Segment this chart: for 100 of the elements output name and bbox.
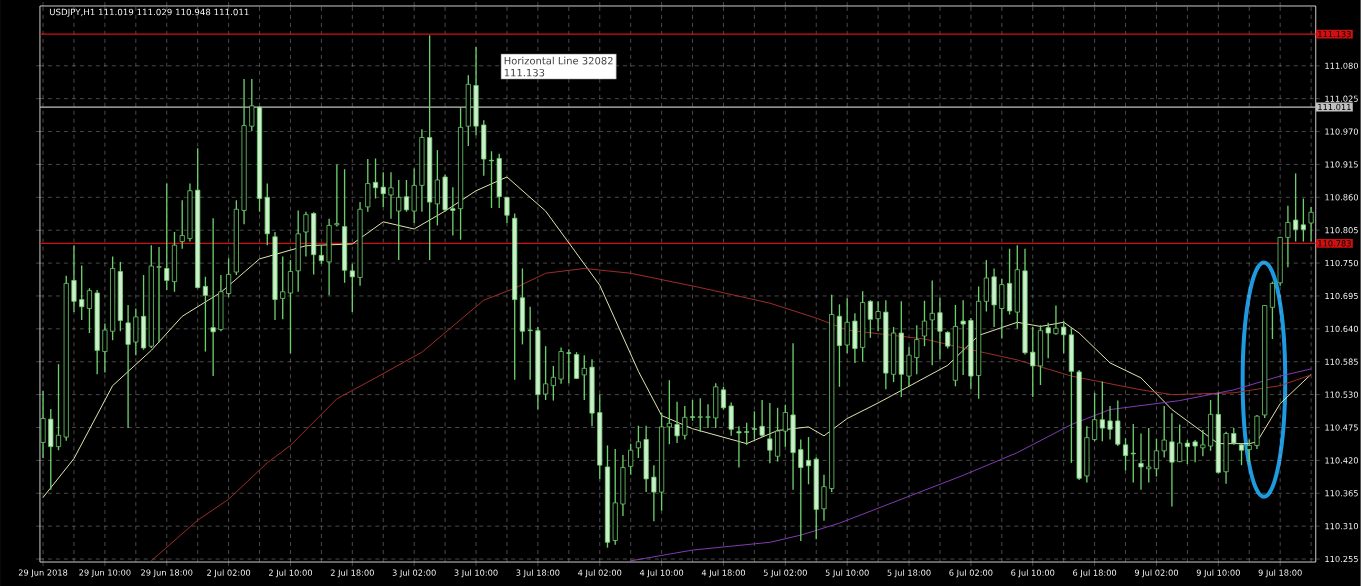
y-tick-label: 110.365 (1325, 490, 1358, 497)
x-tick-label: 9 Jul 18:00 (1258, 569, 1302, 578)
x-tick-label: 5 Jul 18:00 (887, 569, 931, 578)
y-tick-label: 111.025 (1325, 95, 1358, 102)
candlestick (86, 287, 92, 334)
candlestick (202, 276, 208, 353)
ref-line-label: 110.783 (1318, 240, 1351, 247)
x-tick-label: 29 Jun 18:00 (141, 569, 193, 578)
y-tick-label: 110.585 (1325, 358, 1358, 365)
x-tick-label: 2 Jul 18:00 (330, 569, 374, 578)
ref-line-label: 111.133 (1318, 30, 1351, 38)
candlestick (759, 399, 765, 438)
ref-line-label: 111.011 (1318, 103, 1351, 111)
candlestick (156, 246, 162, 344)
y-tick-label: 110.530 (1325, 391, 1358, 398)
x-tick-label: 6 Jul 02:00 (949, 569, 993, 578)
candlestick (1045, 322, 1051, 359)
candlestick (1300, 197, 1306, 243)
candlestick (1030, 326, 1036, 398)
line-series (630, 368, 1312, 562)
y-tick-label: 110.310 (1325, 523, 1358, 530)
candlestick (767, 402, 773, 465)
candlestick (867, 299, 873, 339)
candlestick (1192, 439, 1198, 463)
candlestick (1285, 205, 1291, 268)
x-tick-label: 5 Jul 02:00 (763, 569, 807, 578)
line-series (42, 176, 1312, 498)
y-tick-label: 110.750 (1325, 259, 1358, 267)
y-tick-label: 110.915 (1325, 161, 1358, 168)
x-tick-label: 29 Jun 10:00 (79, 569, 131, 578)
candlestick (960, 299, 966, 376)
candlestick (388, 171, 394, 220)
candlestick (1177, 423, 1183, 463)
candlestick (1053, 304, 1059, 336)
candlestick (1169, 412, 1175, 508)
candlestick (1138, 432, 1144, 491)
x-tick-label: 6 Jul 10:00 (1011, 569, 1055, 578)
candlestick (921, 300, 928, 347)
candlestick (581, 354, 587, 401)
x-tick-label: 3 Jul 18:00 (516, 569, 560, 578)
candlestick (396, 179, 402, 261)
candlestick (844, 297, 850, 355)
y-tick-label: 110.420 (1325, 457, 1358, 464)
candlestick (249, 78, 255, 132)
candlestick (666, 379, 672, 445)
candlestick (280, 255, 286, 320)
candlestick (628, 442, 634, 476)
candlestick (999, 277, 1005, 340)
candlestick (1122, 437, 1129, 472)
candlestick (782, 404, 788, 448)
candlestick (125, 304, 131, 429)
candlestick (1146, 427, 1152, 484)
candlestick (303, 211, 309, 258)
chart-title: USDJPY,H1 111.019 111.029 110.948 111.011 (49, 8, 249, 17)
candlestick (1184, 439, 1190, 465)
annotation: 111.133 (504, 68, 545, 77)
candlestick (102, 322, 108, 374)
candlestick (906, 346, 912, 387)
candlestick (929, 279, 935, 366)
candlestick (334, 163, 340, 228)
candlestick (728, 401, 734, 437)
x-tick-label: 6 Jul 18:00 (1073, 569, 1117, 578)
y-tick-label: 111.080 (1325, 62, 1358, 69)
candlestick (349, 263, 355, 313)
y-tick-label: 110.970 (1325, 128, 1358, 135)
candlestick (365, 158, 371, 213)
candlestick (1200, 429, 1206, 457)
candlestick (1293, 172, 1299, 243)
candlestick (210, 217, 216, 377)
candlestick (40, 390, 46, 459)
y-tick-label: 110.255 (1325, 555, 1358, 563)
candlestick (1246, 438, 1252, 463)
x-tick-label: 9 Jul 10:00 (1196, 569, 1240, 578)
candlestick (543, 345, 549, 401)
candlestick (573, 351, 580, 380)
candlestick (372, 157, 379, 200)
candlestick (79, 264, 85, 321)
y-tick-label: 110.475 (1325, 424, 1358, 431)
candlestick (720, 386, 727, 411)
candlestick (504, 196, 510, 224)
candlestick (1115, 399, 1121, 447)
candlestick (164, 182, 170, 291)
candlestick (450, 186, 456, 237)
x-tick-label: 29 Jun 2018 (18, 569, 68, 578)
y-tick-label: 110.805 (1325, 227, 1358, 234)
candlestick (318, 244, 324, 265)
x-tick-label: 4 Jul 18:00 (701, 569, 746, 578)
candlestick (983, 259, 989, 313)
candlestick (674, 401, 680, 444)
candlestick (1099, 380, 1105, 442)
candlestick (914, 324, 920, 375)
candlestick (805, 436, 812, 485)
y-tick-label: 110.695 (1325, 292, 1358, 300)
candlestick (875, 300, 881, 332)
x-tick-label: 3 Jul 02:00 (392, 569, 436, 578)
candlestick (1238, 442, 1245, 466)
x-tick-label: 2 Jul 02:00 (207, 569, 251, 578)
candlestick (380, 171, 386, 208)
candlestick (179, 199, 185, 250)
candlestick (1153, 438, 1160, 478)
